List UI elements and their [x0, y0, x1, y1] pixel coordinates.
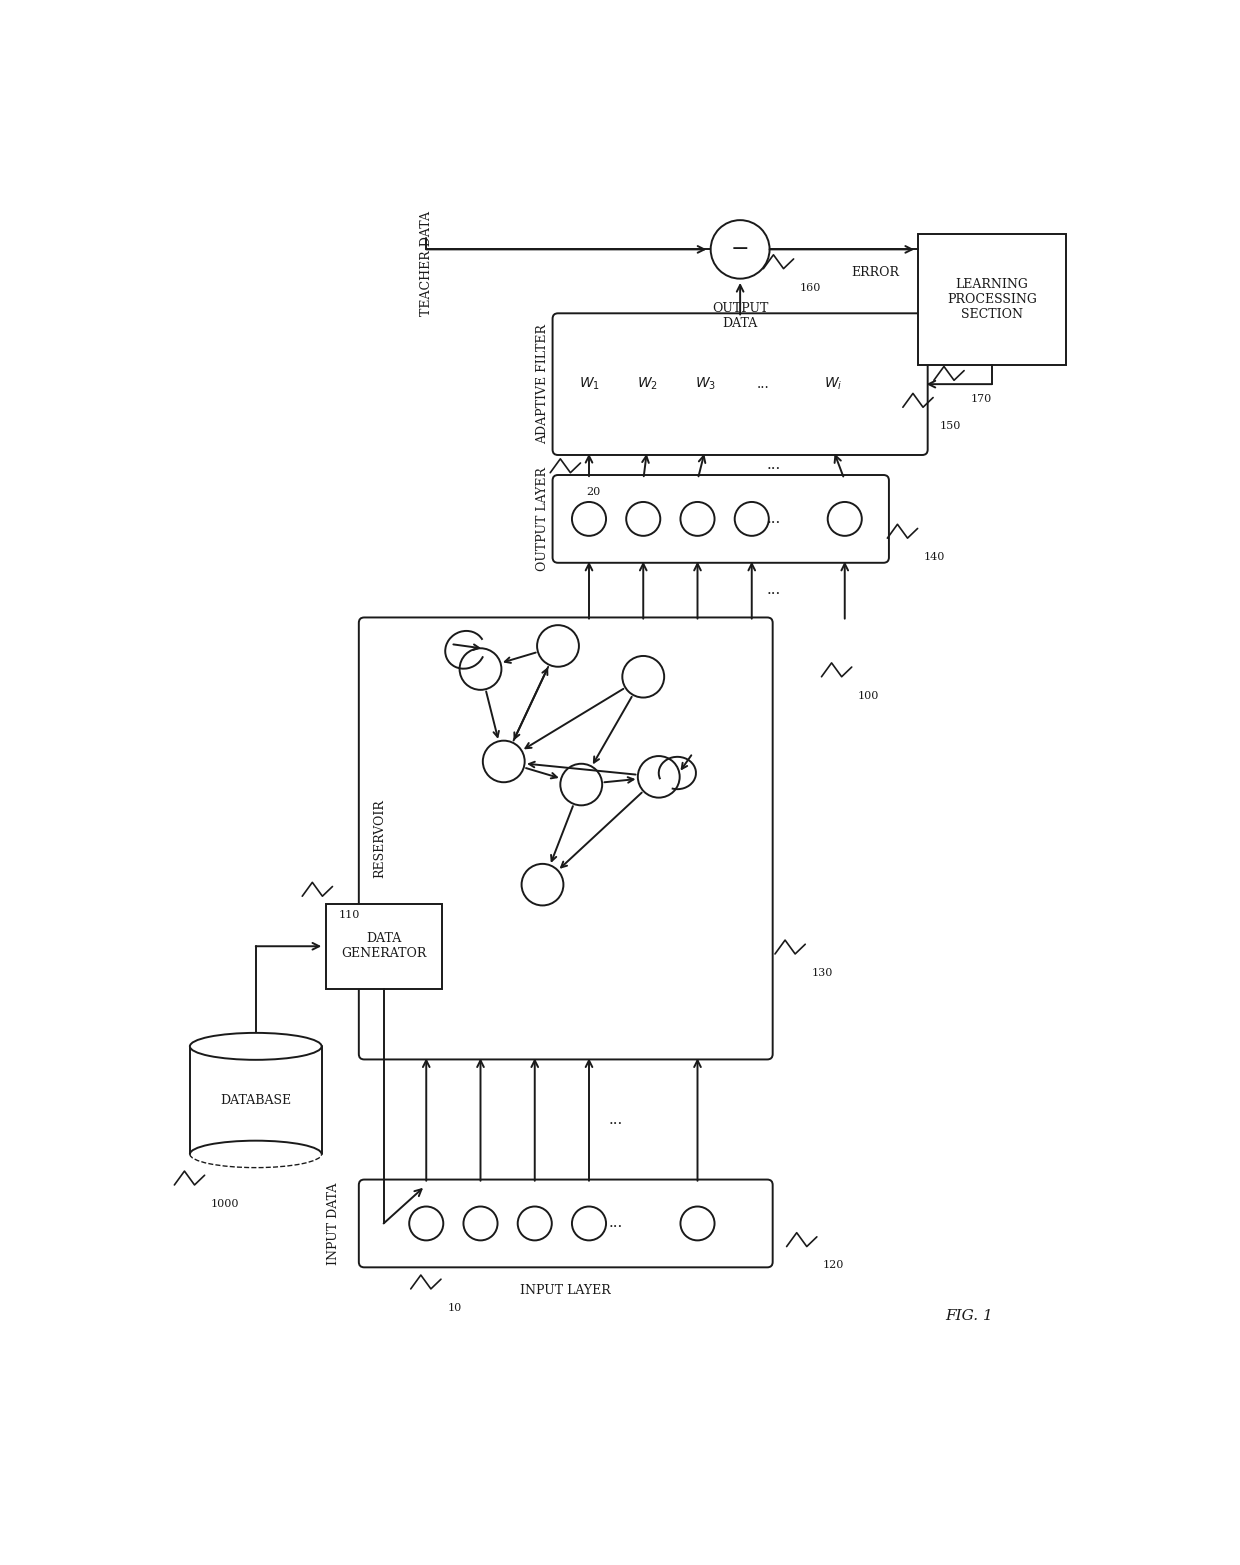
FancyBboxPatch shape	[358, 1180, 773, 1268]
Circle shape	[572, 1207, 606, 1241]
Circle shape	[637, 756, 680, 798]
FancyBboxPatch shape	[325, 905, 441, 989]
Text: 170: 170	[971, 394, 992, 404]
Text: ...: ...	[756, 377, 770, 391]
Circle shape	[734, 502, 769, 535]
FancyBboxPatch shape	[553, 313, 928, 455]
FancyBboxPatch shape	[919, 235, 1065, 365]
Text: 10: 10	[448, 1302, 461, 1313]
FancyBboxPatch shape	[553, 476, 889, 563]
Text: ...: ...	[766, 459, 780, 473]
Text: $W_3$: $W_3$	[694, 376, 715, 393]
Text: ...: ...	[609, 1113, 624, 1127]
Circle shape	[560, 764, 603, 806]
Text: FIG. 1: FIG. 1	[945, 1308, 993, 1322]
Circle shape	[681, 1207, 714, 1241]
Text: $W_2$: $W_2$	[636, 376, 657, 393]
Circle shape	[828, 502, 862, 535]
Ellipse shape	[190, 1033, 321, 1060]
Text: TEACHER DATA: TEACHER DATA	[420, 211, 433, 316]
Text: ...: ...	[766, 512, 780, 526]
Text: ...: ...	[766, 584, 780, 598]
Text: $W_i$: $W_i$	[823, 376, 842, 393]
Circle shape	[537, 624, 579, 667]
Text: OUTPUT
DATA: OUTPUT DATA	[712, 302, 769, 330]
Text: 160: 160	[800, 283, 821, 293]
Text: OUTPUT LAYER: OUTPUT LAYER	[536, 466, 549, 571]
Text: ADAPTIVE FILTER: ADAPTIVE FILTER	[536, 324, 549, 444]
Text: 120: 120	[823, 1260, 844, 1271]
Text: RESERVOIR: RESERVOIR	[373, 800, 386, 878]
Text: 150: 150	[940, 421, 961, 430]
Circle shape	[626, 502, 660, 535]
FancyBboxPatch shape	[358, 618, 773, 1060]
Circle shape	[622, 656, 665, 698]
Text: 140: 140	[924, 552, 945, 562]
Circle shape	[681, 502, 714, 535]
Circle shape	[518, 1207, 552, 1241]
Text: DATABASE: DATABASE	[221, 1094, 291, 1106]
Circle shape	[460, 648, 501, 690]
Text: ...: ...	[609, 1216, 624, 1230]
Text: 1000: 1000	[211, 1199, 239, 1208]
Text: 130: 130	[811, 967, 833, 978]
Text: DATA
GENERATOR: DATA GENERATOR	[341, 933, 427, 961]
Text: 100: 100	[858, 690, 879, 701]
Text: INPUT DATA: INPUT DATA	[327, 1182, 340, 1265]
Text: LEARNING
PROCESSING
SECTION: LEARNING PROCESSING SECTION	[947, 279, 1037, 321]
Text: ERROR: ERROR	[852, 266, 900, 279]
Circle shape	[464, 1207, 497, 1241]
Circle shape	[409, 1207, 444, 1241]
Circle shape	[482, 740, 525, 782]
Text: −: −	[730, 238, 749, 260]
Circle shape	[572, 502, 606, 535]
Text: 110: 110	[339, 911, 360, 920]
Circle shape	[711, 221, 770, 279]
Text: 20: 20	[587, 487, 601, 496]
Circle shape	[522, 864, 563, 906]
Text: $W_1$: $W_1$	[579, 376, 599, 393]
Text: INPUT LAYER: INPUT LAYER	[521, 1283, 611, 1296]
